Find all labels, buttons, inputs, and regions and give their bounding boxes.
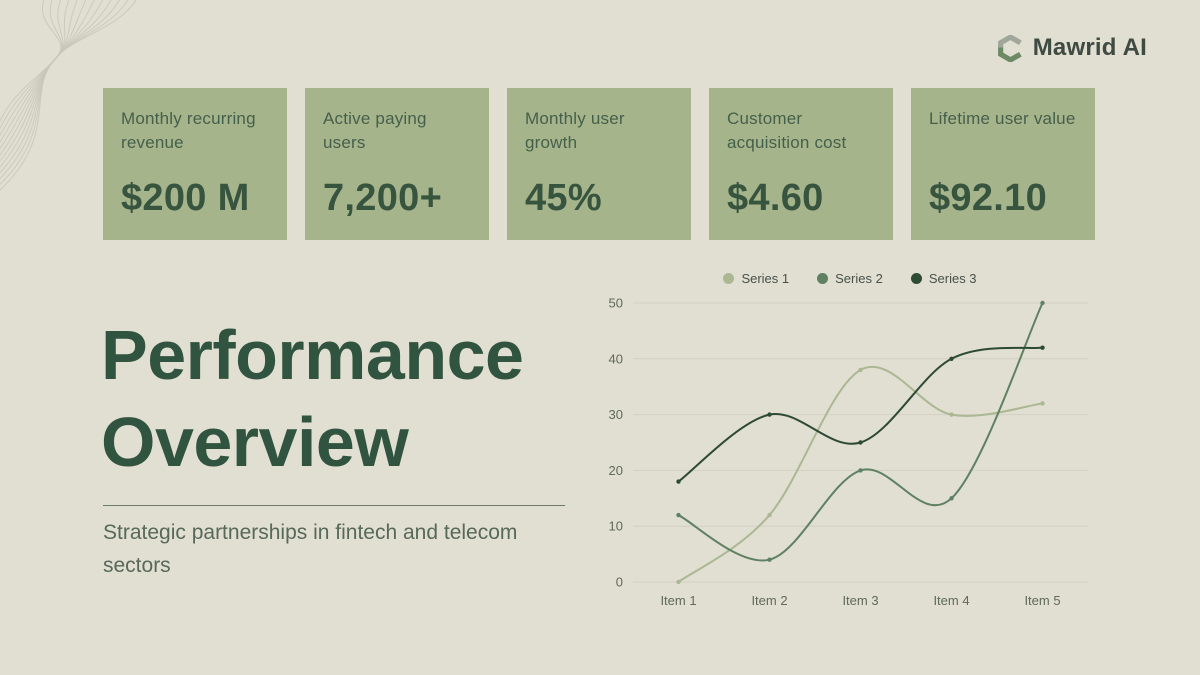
kpi-label: Monthly recurring revenue	[121, 109, 256, 153]
svg-text:0: 0	[616, 575, 623, 590]
brand-logo: Mawrid AI	[997, 34, 1147, 62]
brand-logo-icon	[997, 34, 1022, 62]
svg-text:20: 20	[609, 463, 623, 478]
legend-dot-series1	[723, 272, 735, 284]
chart-legend: Series 1 Series 2 Series 3	[600, 265, 1100, 291]
kpi-value: $92.10	[929, 177, 1048, 219]
svg-text:10: 10	[609, 519, 623, 534]
kpi-card-active-users: Active paying users 7,200+	[305, 88, 489, 240]
svg-text:50: 50	[609, 296, 623, 311]
svg-text:Item 2: Item 2	[751, 593, 787, 608]
svg-text:30: 30	[609, 407, 623, 422]
kpi-card-user-growth: Monthly user growth 45%	[507, 88, 691, 240]
page-title: Performance Overview	[101, 316, 524, 481]
legend-item-series1: Series 1	[723, 271, 789, 286]
kpi-cards: Monthly recurring revenue $200 M Active …	[103, 88, 1095, 240]
kpi-label: Monthly user growth	[525, 109, 625, 153]
legend-label: Series 1	[741, 270, 790, 286]
legend-item-series3: Series 3	[910, 270, 977, 286]
legend-label: Series 3	[928, 270, 977, 286]
kpi-value: 7,200+	[323, 177, 443, 219]
legend-dot-series3	[910, 272, 922, 284]
svg-text:Item 5: Item 5	[1024, 593, 1060, 608]
svg-text:Item 4: Item 4	[933, 593, 969, 608]
kpi-value: $4.60	[727, 177, 824, 219]
kpi-card-mrr: Monthly recurring revenue $200 M	[103, 88, 287, 240]
kpi-label: Lifetime user value	[929, 109, 1076, 128]
svg-text:Item 1: Item 1	[660, 593, 696, 608]
kpi-label: Active paying users	[323, 109, 427, 153]
kpi-value: $200 M	[121, 177, 250, 219]
legend-label: Series 2	[835, 270, 883, 286]
kpi-label: Customer acquisition cost	[727, 109, 847, 153]
line-chart: Series 1 Series 2 Series 3 0 10 20 30 40 50 It…	[600, 265, 1100, 616]
kpi-card-cac: Customer acquisition cost $4.60	[709, 88, 893, 240]
legend-dot-series2	[817, 272, 829, 284]
svg-text:40: 40	[609, 351, 623, 366]
divider	[103, 505, 565, 506]
chart-plot: 0 10 20 30 40 50 Item 1 Item 2 Item 3 Item 4 Item …	[609, 296, 1088, 608]
kpi-card-ltv: Lifetime user value $92.10	[911, 88, 1095, 240]
legend-item-series2: Series 2	[817, 271, 883, 286]
svg-text:Item 3: Item 3	[842, 593, 878, 608]
subtitle: Strategic partnerships in fintech and te…	[103, 521, 518, 577]
brand-name: Mawrid AI	[1032, 34, 1147, 61]
kpi-value: 45%	[525, 177, 602, 219]
